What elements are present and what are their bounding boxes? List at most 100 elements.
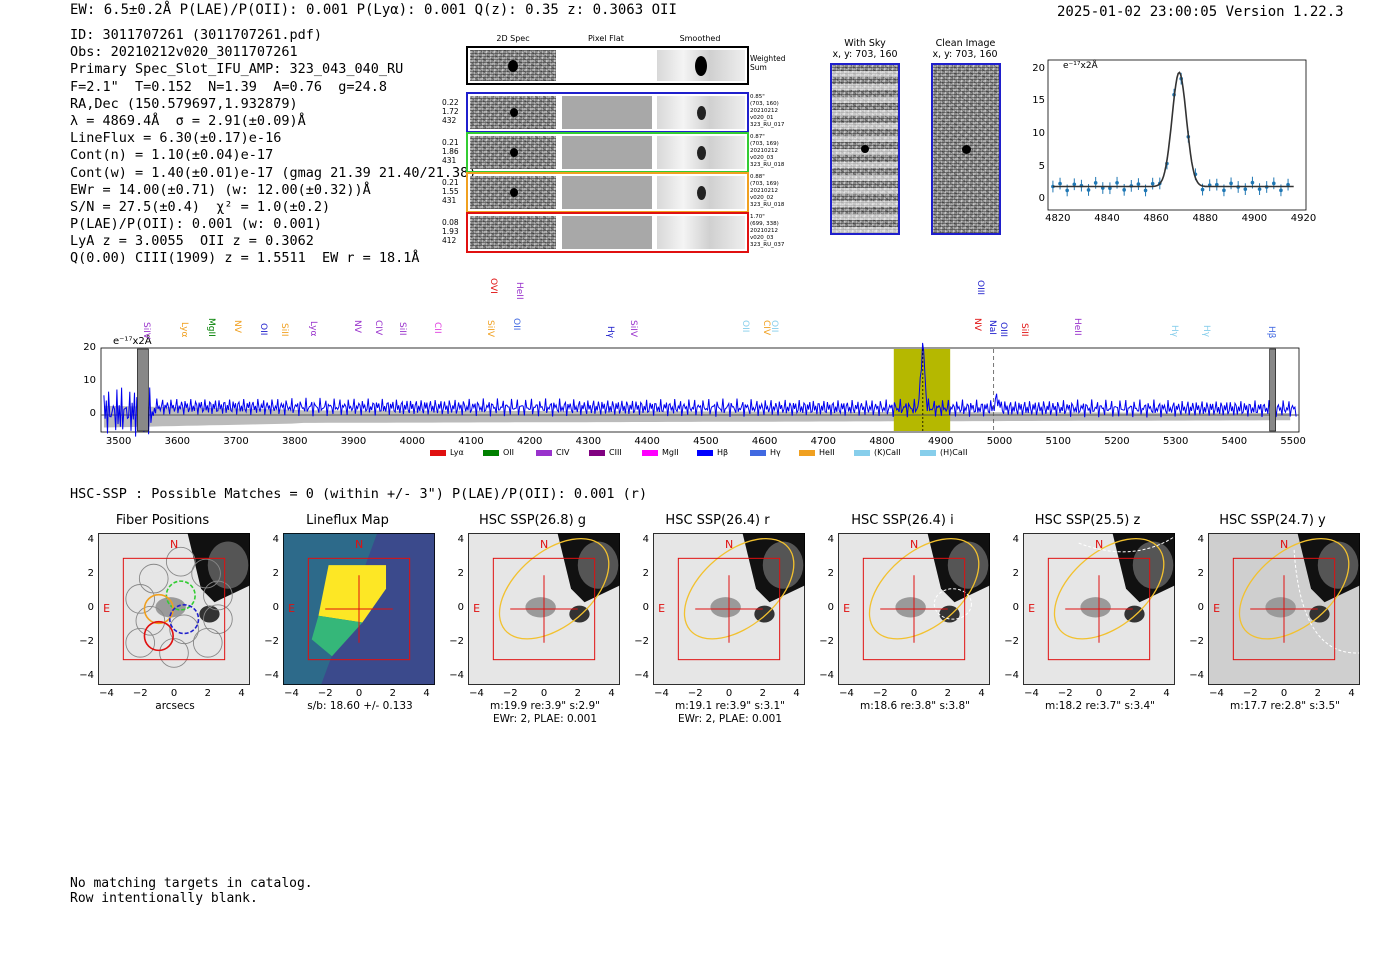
spectrum-x-tick: 5300 — [1162, 436, 1189, 447]
legend-item: HeII — [799, 448, 835, 457]
hsc-y-tick: 0 — [1012, 602, 1019, 613]
hsc-y-tick: −4 — [449, 669, 464, 681]
fiber-spec-image — [470, 216, 556, 249]
zoom-data-point — [1200, 187, 1205, 192]
spectrum-x-tick: 3500 — [105, 436, 132, 447]
spectrum-x-tick: 4600 — [751, 436, 778, 447]
hsc-x-tick: 4 — [978, 688, 985, 699]
fiber-stat-value: 0.08 — [442, 218, 459, 227]
hsc-y-tick: 4 — [87, 534, 94, 546]
emission-line-label: SiIV — [484, 320, 495, 338]
hsc-y-tick: −4 — [1189, 669, 1204, 681]
emission-line-label: MgII — [205, 318, 216, 337]
hsc-panel-title: Lineflux Map — [306, 513, 389, 528]
zoom-data-point — [1279, 188, 1283, 193]
search-box — [307, 557, 411, 661]
emission-line-label: Hβ — [1265, 326, 1276, 339]
hsc-x-tick: 2 — [389, 688, 396, 699]
spectrum-x-tick: 4200 — [516, 436, 543, 447]
clean-image-title: Clean Image — [935, 38, 996, 49]
emission-line-label: NV — [972, 318, 982, 331]
legend-item: CIII — [589, 448, 622, 457]
fiber-smoothed-image — [657, 176, 745, 209]
info-line: EWr = 14.00(±0.71) (w: 12.00(±0.32))Å — [70, 181, 371, 198]
detection-info: ID: 3011707261 (3011707261.pdf) Obs: 2021… — [70, 27, 476, 268]
hsc-x-tick: 0 — [1095, 688, 1103, 699]
hsc-y-tick: 4 — [827, 534, 834, 546]
info-line: F=2.1" T=0.152 N=1.39 A=0.76 g=24.8 — [70, 78, 387, 95]
spectrum-x-tick: 5000 — [986, 436, 1013, 447]
galaxy-aperture-ellipse — [498, 537, 610, 640]
legend-item: CIV — [536, 448, 569, 457]
hsc-y-tick: −2 — [1189, 635, 1204, 647]
hsc-y-tick: 2 — [87, 568, 94, 580]
hsc-x-tick: −4 — [1209, 688, 1224, 699]
fiber-meta-value: 0.87" — [750, 134, 765, 140]
fiber-stat-value: 412 — [442, 236, 457, 245]
fiber-meta-value: 0.88" — [750, 174, 765, 180]
hsc-cutout-image — [283, 533, 435, 685]
zoom-data-point — [1136, 182, 1141, 186]
legend-item: OII — [483, 448, 514, 457]
fiber-circle — [125, 584, 156, 614]
hsc-panel-caption: m:18.2 re:3.7" s:3.4" — [1045, 700, 1155, 712]
hsc-panel-caption: arcsecs — [155, 700, 195, 712]
hsc-y-tick: −4 — [634, 669, 649, 681]
hsc-y-tick: −4 — [264, 669, 279, 681]
zoom-y-tick: 10 — [1032, 128, 1045, 139]
fiber-meta-value: (703, 160) — [750, 101, 779, 107]
spectrum-x-tick: 3700 — [223, 436, 249, 447]
hsc-x-tick: −2 — [872, 688, 888, 699]
hsc-panel-caption-2: EWr: 2, PLAE: 0.001 — [677, 713, 783, 725]
fiber-meta-value: 323_RU_017 — [750, 122, 785, 128]
hsc-x-tick: −2 — [502, 688, 518, 699]
search-box — [492, 557, 596, 661]
spectrum-x-tick: 4100 — [458, 436, 484, 447]
search-box — [862, 557, 966, 661]
hsc-panel-title: Fiber Positions — [115, 513, 210, 528]
hsc-panel-caption: m:18.6 re:3.8" s:3.8" — [860, 700, 970, 712]
fiber-circle — [165, 546, 196, 577]
hsc-y-tick: 2 — [272, 568, 279, 580]
fiber-circle — [192, 627, 223, 658]
hsc-x-tick: −2 — [1057, 688, 1073, 699]
emission-line-label: Hγ — [1168, 325, 1179, 338]
hsc-panel: Fiber Positions N E 4 2 0 −2 −4 −4 −2 0 2 4 arcsecs — [70, 512, 255, 722]
hsc-panel: HSC SSP(26.4) r N E 4 2 0 −2 −4 −4 −2 0 2 4 m:19.1 re… — [625, 512, 810, 725]
hsc-x-tick: 2 — [944, 688, 951, 699]
info-line: Cont(n) = 1.10(±0.04)e-17 — [70, 147, 274, 164]
fiber-stats: 0.21 1.55 431 — [442, 178, 466, 205]
zoom-data-point — [1150, 181, 1155, 186]
legend-swatch — [799, 449, 815, 456]
fiber-cutout-row — [466, 172, 749, 213]
zoom-data-point — [1108, 186, 1112, 191]
zoom-data-point — [1257, 187, 1262, 191]
zoom-data-point — [1272, 181, 1276, 186]
hsc-ssp-summary: HSC-SSP : Possible Matches = 0 (within +… — [70, 486, 648, 502]
fiber-stats: 0.22 1.72 432 — [442, 98, 466, 125]
hsc-x-tick: −4 — [284, 688, 299, 699]
hsc-x-tick: −4 — [469, 688, 484, 699]
legend-label: CIV — [556, 448, 570, 457]
legend-swatch — [642, 449, 658, 456]
legend-label: (K)CaII — [874, 448, 901, 457]
full-spectrum-plot — [100, 342, 1300, 437]
fiber-stat-value: 1.86 — [442, 147, 459, 156]
info-line: Primary Spec_Slot_IFU_AMP: 323_043_040_R… — [70, 61, 404, 78]
header-pixel-flat: Pixel Flat — [588, 34, 624, 43]
zoom-data-point — [1222, 188, 1226, 193]
hsc-y-tick: 2 — [1197, 568, 1204, 580]
galaxy-aperture-ellipse — [1238, 537, 1350, 640]
legend-swatch — [483, 449, 499, 456]
fiber-circle — [125, 627, 156, 658]
hsc-x-tick: 0 — [725, 688, 733, 699]
north-label: N — [910, 538, 919, 552]
hsc-x-tick: 4 — [1348, 688, 1355, 699]
emission-line-label: OII — [740, 320, 751, 333]
fiber-meta: 0.88" (703, 169) 20210212 v020_02 323_RU_018 — [750, 174, 800, 209]
spectrum-flux-line — [103, 342, 1297, 437]
hsc-y-tick: −2 — [634, 635, 649, 647]
emission-line-label: OVI — [487, 278, 498, 294]
hsc-panel: HSC SSP(26.8) g N E 4 2 0 −2 −4 −4 −2 0 2 4 m:19.9 re… — [440, 512, 625, 725]
hsc-panel-caption: s/b: 18.60 +/- 0.133 — [307, 700, 413, 712]
